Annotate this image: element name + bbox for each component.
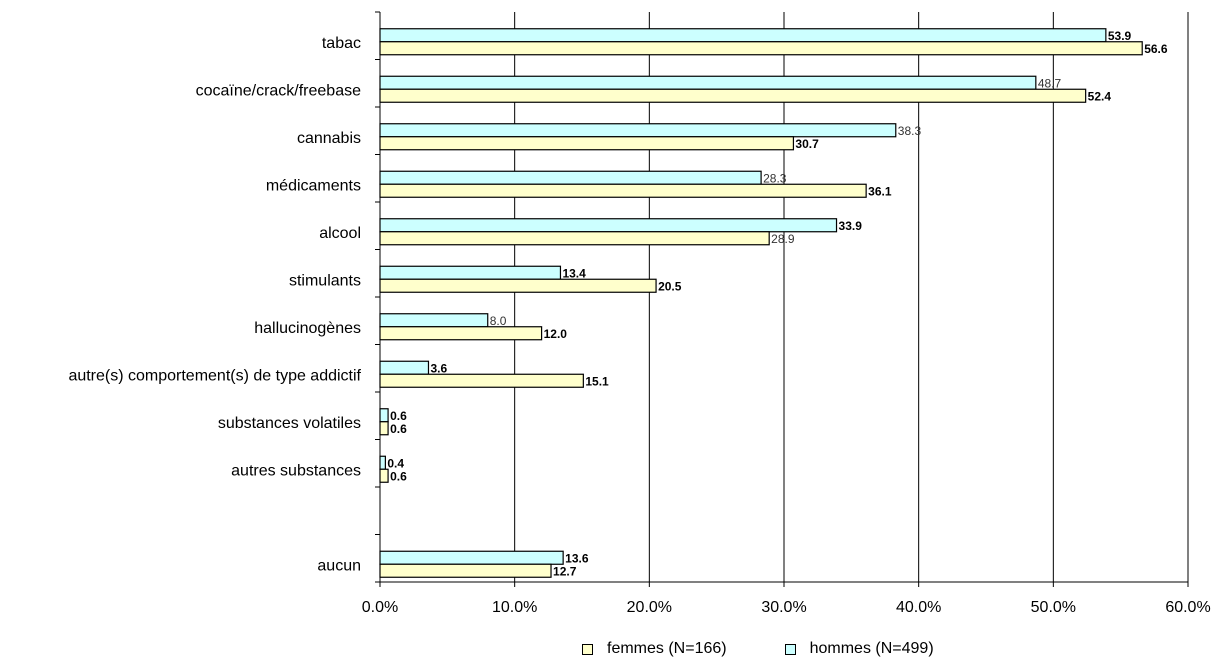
category-label: stimulants <box>289 272 361 289</box>
category-label: hallucinogènes <box>254 320 361 337</box>
value-label-hommes: 8.0 <box>490 314 507 328</box>
legend: femmes (N=166) hommes (N=499) <box>582 640 992 658</box>
category-label: aucun <box>317 557 361 574</box>
legend-item-hommes: hommes (N=499) <box>784 640 934 658</box>
bar-hommes <box>379 360 430 375</box>
category-label: autres substances <box>231 462 361 479</box>
value-label-femmes: 28.9 <box>771 232 795 246</box>
x-tick-label: 40.0% <box>896 599 941 616</box>
value-label-hommes: 0.6 <box>390 409 407 423</box>
bar-hommes <box>379 28 1107 43</box>
x-tick-label: 30.0% <box>761 599 806 616</box>
bar-femmes <box>379 88 1087 103</box>
value-label-femmes: 0.6 <box>390 422 407 436</box>
bar-femmes <box>379 231 770 246</box>
bars-layer <box>379 28 1143 578</box>
legend-swatch-femmes <box>582 643 593 655</box>
value-label-hommes: 33.9 <box>839 219 863 233</box>
bar-femmes <box>379 563 552 578</box>
value-labels: 53.9 56.6 48.7 52.4 38.3 30.7 28.3 36.1 33.9 28.9… <box>387 29 1168 579</box>
value-label-femmes: 56.6 <box>1144 42 1168 56</box>
value-label-femmes: 12.0 <box>544 327 568 341</box>
bar-femmes <box>379 468 389 483</box>
x-tick-label: 10.0% <box>492 599 537 616</box>
x-tick-label: 60.0% <box>1165 599 1210 616</box>
value-label-femmes: 36.1 <box>868 184 892 198</box>
category-label: cannabis <box>297 130 361 147</box>
bar-hommes <box>379 170 762 185</box>
x-tick-label: 50.0% <box>1031 599 1076 616</box>
value-label-femmes: 12.7 <box>553 564 577 578</box>
bar-hommes <box>379 455 386 470</box>
bar-hommes <box>379 123 897 138</box>
axes <box>375 11 1189 587</box>
x-tick-label: 20.0% <box>627 599 672 616</box>
gridlines <box>514 12 1189 582</box>
bar-femmes <box>379 326 543 341</box>
bar-hommes <box>379 75 1037 90</box>
value-label-hommes: 0.4 <box>387 456 404 470</box>
category-label: substances volatiles <box>218 415 361 432</box>
bar-femmes <box>379 278 657 293</box>
value-label-hommes: 28.3 <box>763 171 787 185</box>
value-label-hommes: 48.7 <box>1038 76 1062 90</box>
value-label-hommes: 53.9 <box>1108 29 1132 43</box>
value-label-femmes: 0.6 <box>390 469 407 483</box>
bar-femmes <box>379 421 389 436</box>
value-label-hommes: 13.4 <box>562 266 586 280</box>
legend-label-hommes: hommes (N=499) <box>809 640 934 657</box>
category-label: médicaments <box>266 177 361 194</box>
bar-femmes <box>379 373 584 388</box>
bar-hommes <box>379 550 564 565</box>
category-label: cocaïne/crack/freebase <box>196 82 362 99</box>
value-label-hommes: 3.6 <box>430 361 447 375</box>
value-label-femmes: 15.1 <box>585 374 609 388</box>
bar-hommes <box>379 218 838 233</box>
category-label: autre(s) comportement(s) de type addicti… <box>68 367 361 384</box>
category-label: alcool <box>319 225 361 242</box>
legend-item-femmes: femmes (N=166) <box>582 640 727 658</box>
value-label-hommes: 38.3 <box>898 124 922 138</box>
bar-femmes <box>379 41 1143 56</box>
category-label: tabac <box>322 35 361 52</box>
bar-hommes <box>379 408 389 423</box>
bar-femmes <box>379 183 867 198</box>
legend-label-femmes: femmes (N=166) <box>607 640 727 657</box>
x-tick-labels: 0.0% 10.0% 20.0% 30.0% 40.0% 50.0% 60.0% <box>362 599 1211 616</box>
category-labels: tabac cocaïne/crack/freebase cannabis médic… <box>68 35 361 575</box>
value-label-femmes: 20.5 <box>658 279 682 293</box>
value-label-hommes: 13.6 <box>565 551 589 565</box>
bar-femmes <box>379 136 795 151</box>
value-label-femmes: 52.4 <box>1088 89 1112 103</box>
legend-swatch-hommes <box>784 643 796 655</box>
value-label-femmes: 30.7 <box>795 137 819 151</box>
x-tick-label: 0.0% <box>362 599 398 616</box>
bar-hommes <box>379 265 562 280</box>
bar-hommes <box>379 313 489 328</box>
